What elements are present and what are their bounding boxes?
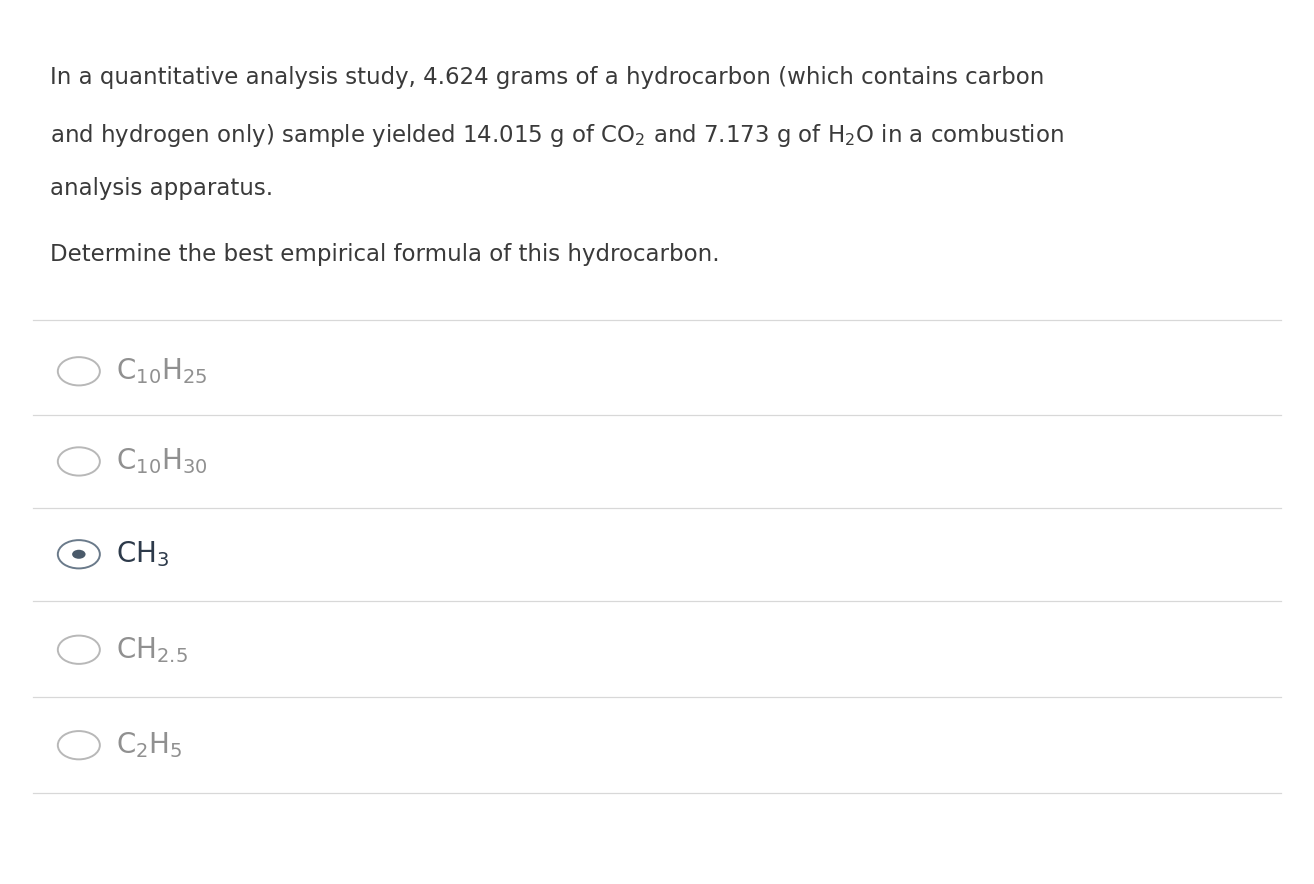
Text: $\mathregular{CH_3}$: $\mathregular{CH_3}$ (116, 539, 170, 569)
Text: $\mathregular{C_2H_5}$: $\mathregular{C_2H_5}$ (116, 730, 183, 760)
Text: $\mathregular{C_{10}H_{25}}$: $\mathregular{C_{10}H_{25}}$ (116, 356, 208, 386)
Text: $\mathregular{CH_{2.5}}$: $\mathregular{CH_{2.5}}$ (116, 635, 188, 665)
Text: analysis apparatus.: analysis apparatus. (50, 177, 273, 200)
Text: In a quantitative analysis study, 4.624 grams of a hydrocarbon (which contains c: In a quantitative analysis study, 4.624 … (50, 66, 1045, 89)
Circle shape (72, 550, 85, 559)
Text: Determine the best empirical formula of this hydrocarbon.: Determine the best empirical formula of … (50, 243, 720, 266)
Text: and hydrogen only) sample yielded 14.015 g of CO$_2$ and 7.173 g of H$_2$O in a : and hydrogen only) sample yielded 14.015… (50, 122, 1064, 149)
Text: $\mathregular{C_{10}H_{30}}$: $\mathregular{C_{10}H_{30}}$ (116, 446, 208, 476)
